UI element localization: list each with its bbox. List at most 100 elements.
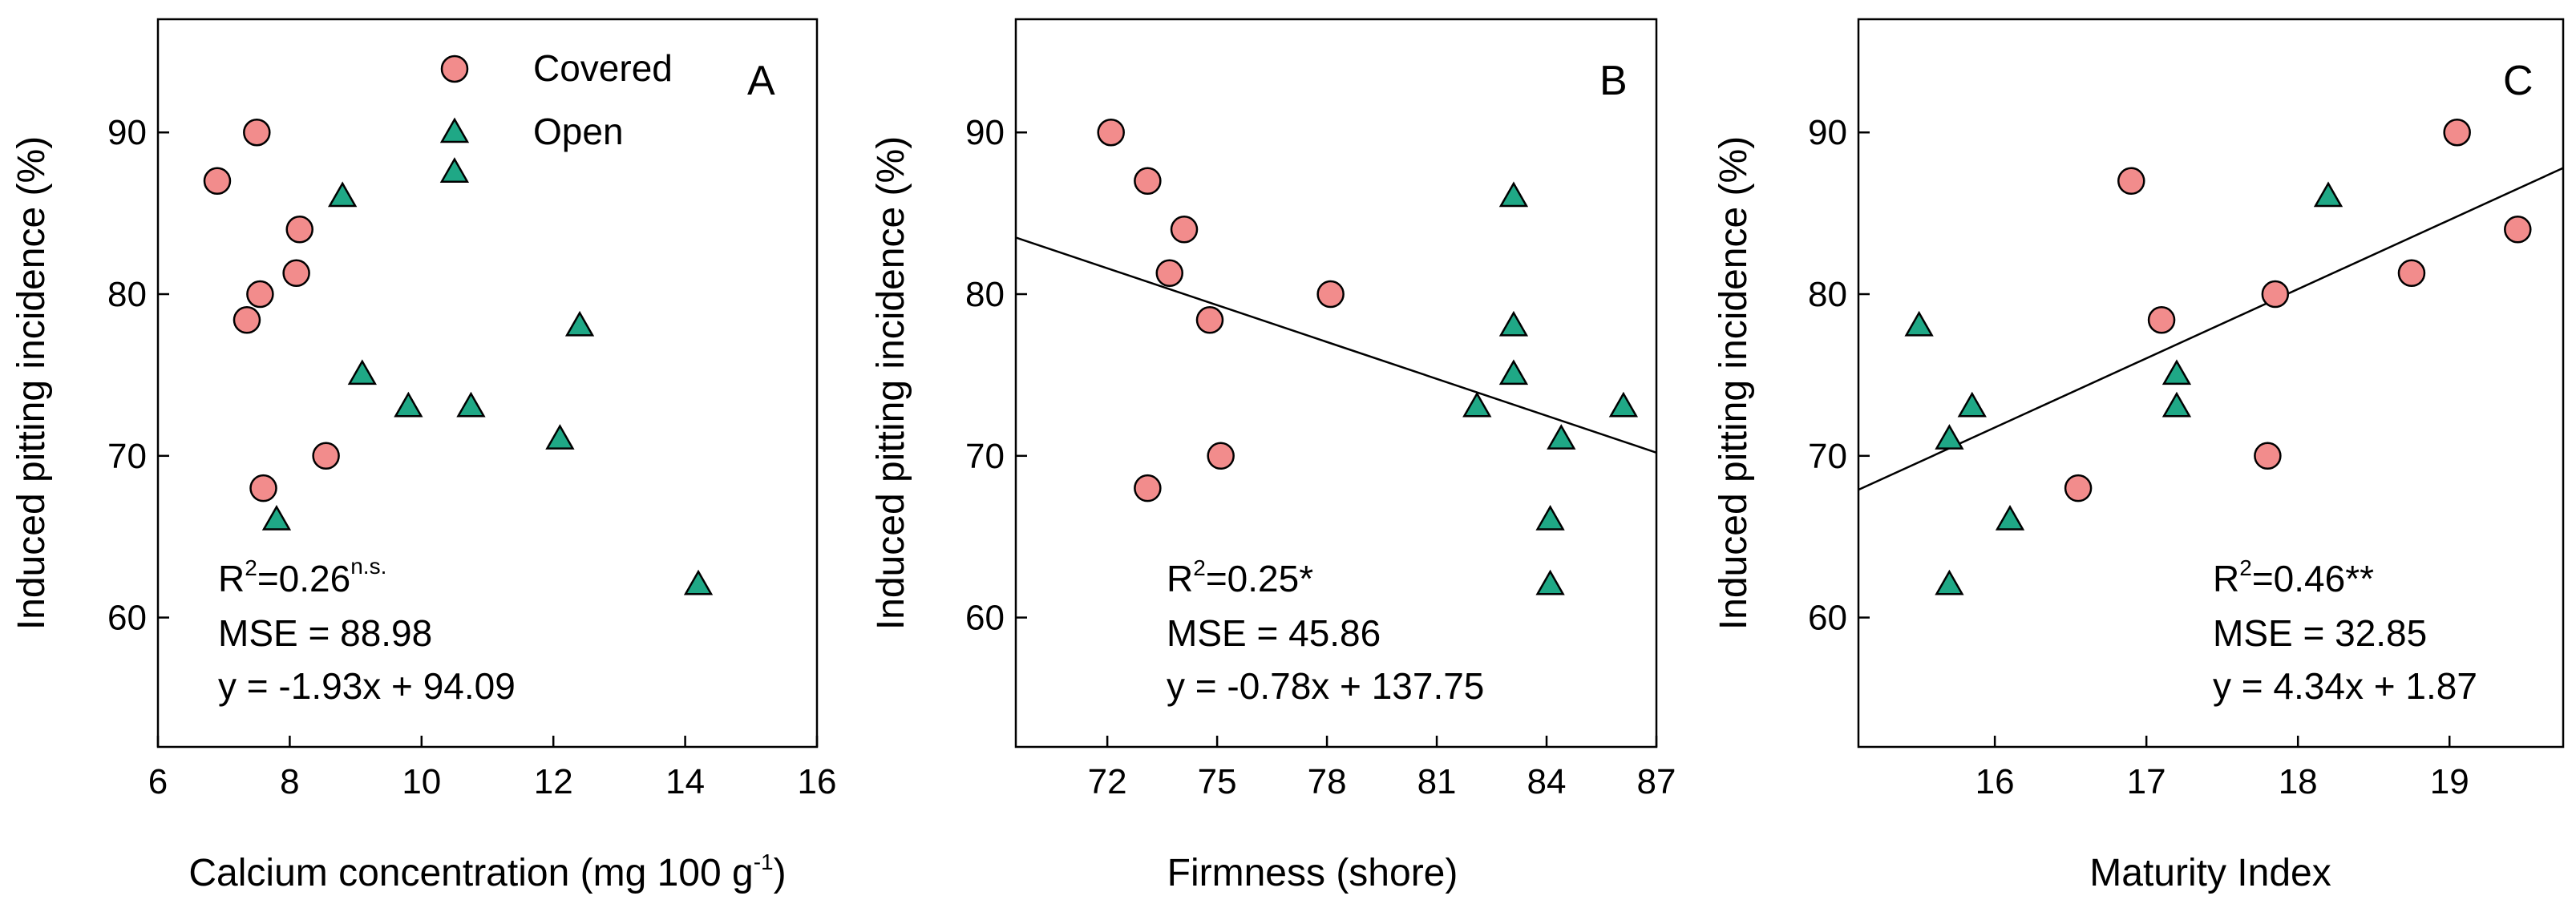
point-covered (203, 167, 232, 196)
point-open (2313, 181, 2343, 208)
regression-line (1858, 167, 2564, 491)
panel-b: 72 75 78 81 84 87 60 70 80 90 Induced pitting inc… (870, 18, 1676, 894)
point-covered (312, 442, 340, 470)
tick-labels: 16 17 18 19 60 70 80 90 (1808, 113, 2469, 801)
point-open (1957, 391, 1987, 418)
y-tick-label: 60 (1808, 599, 1847, 638)
x-axis-title-end: ) (774, 852, 787, 894)
point-covered (246, 280, 274, 309)
r2-exponent: 2 (2239, 555, 2252, 580)
point-covered (243, 118, 271, 147)
point-open (683, 569, 714, 595)
plot-frame (156, 18, 819, 749)
r2-value: =0.25* (1206, 558, 1313, 599)
y-tick-label: 60 (107, 599, 147, 638)
fit-line-group (1015, 236, 1657, 454)
y-axis-title: Induced pitting incidence (%) (870, 136, 912, 630)
point-covered (282, 259, 310, 288)
point-covered (2504, 216, 2532, 244)
tick-labels: 72 75 78 81 84 87 60 70 80 90 (965, 113, 1676, 801)
fit-line-group (1858, 167, 2564, 491)
point-covered (233, 306, 261, 334)
point-open (1498, 181, 1529, 208)
regression-line (1015, 236, 1657, 454)
tick-marks (1858, 131, 2451, 747)
point-covered (2064, 474, 2093, 502)
point-open (564, 310, 595, 337)
point-open (328, 181, 358, 208)
point-covered (2261, 280, 2290, 309)
point-open (1995, 504, 2025, 531)
x-axis-title: Maturity Index (2089, 852, 2331, 894)
r2-exponent: 2 (1193, 555, 1206, 580)
x-tick-label: 10 (402, 762, 441, 801)
legend-marker-covered (440, 54, 469, 83)
point-covered (1195, 306, 1224, 334)
x-tick-label: 17 (2127, 762, 2166, 801)
r-squared-label: R2=0.25* (1167, 555, 1313, 599)
x-tick-label: 16 (1975, 762, 2015, 801)
x-axis-title-main: Calcium concentration (mg 100 g (188, 852, 753, 894)
plot-frame (1857, 18, 2565, 749)
y-tick-label: 80 (107, 275, 147, 314)
point-covered (1207, 442, 1235, 470)
data-points (1097, 118, 1639, 595)
equation-label: y = -1.93x + 94.09 (218, 665, 516, 707)
data-points (1904, 118, 2532, 595)
point-covered (1097, 118, 1125, 147)
r2-exponent: 2 (245, 555, 257, 580)
mse-label: MSE = 88.98 (218, 612, 432, 654)
point-covered (1155, 259, 1184, 288)
point-covered (2147, 306, 2176, 334)
point-open (1935, 424, 1964, 450)
x-tick-label: 72 (1088, 762, 1127, 801)
legend-label-open: Open (533, 111, 624, 152)
y-tick-label: 80 (1808, 275, 1847, 314)
tick-labels: 6 8 10 12 14 16 60 70 80 90 (107, 113, 836, 801)
panel-c: 16 17 18 19 60 70 80 90 Induced pitting inciden… (1713, 18, 2565, 894)
y-tick-label: 60 (965, 599, 1005, 638)
x-tick-label: 12 (534, 762, 573, 801)
mse-label: MSE = 32.85 (2213, 612, 2427, 654)
r2-value: =0.46** (2252, 558, 2374, 599)
panel-a: 6 8 10 12 14 16 60 70 80 90 Induced pitting incid… (10, 18, 836, 894)
point-covered (1170, 216, 1199, 244)
point-open (1535, 569, 1565, 595)
x-axis-title: Calcium concentration (mg 100 g-1) (188, 849, 786, 894)
y-tick-label: 70 (965, 437, 1005, 476)
equation-label: y = -0.78x + 137.75 (1167, 665, 1484, 707)
point-covered (2254, 442, 2282, 470)
point-open (347, 359, 377, 385)
point-covered (1134, 167, 1162, 196)
point-open (2161, 391, 2192, 418)
y-tick-label: 90 (965, 113, 1005, 152)
x-axis-title: Firmness (shore) (1167, 852, 1458, 894)
y-axis-title: Induced pitting incidence (%) (10, 136, 53, 630)
point-open (2161, 359, 2192, 385)
panel-letter: A (747, 58, 775, 104)
x-tick-label: 6 (148, 762, 168, 801)
y-tick-label: 90 (1808, 113, 1847, 152)
equation-label: y = 4.34x + 1.87 (2213, 665, 2477, 707)
legend: Covered Open (439, 47, 673, 152)
x-tick-label: 8 (280, 762, 299, 801)
legend-label-covered: Covered (533, 47, 673, 89)
tick-marks (156, 131, 819, 747)
x-tick-label: 18 (2279, 762, 2318, 801)
point-open (1498, 359, 1529, 385)
x-tick-label: 81 (1417, 762, 1457, 801)
point-open (1535, 504, 1565, 531)
plot-frame (1014, 18, 1658, 749)
point-open (1608, 391, 1639, 418)
tick-marks (1016, 131, 1658, 747)
mse-label: MSE = 45.86 (1167, 612, 1381, 654)
r2-significance: n.s. (350, 554, 386, 579)
legend-marker-open (439, 117, 470, 143)
point-open (261, 504, 292, 531)
point-covered (285, 216, 313, 244)
y-tick-label: 70 (107, 437, 147, 476)
y-tick-label: 90 (107, 113, 147, 152)
y-tick-label: 80 (965, 275, 1005, 314)
point-covered (1316, 280, 1345, 309)
